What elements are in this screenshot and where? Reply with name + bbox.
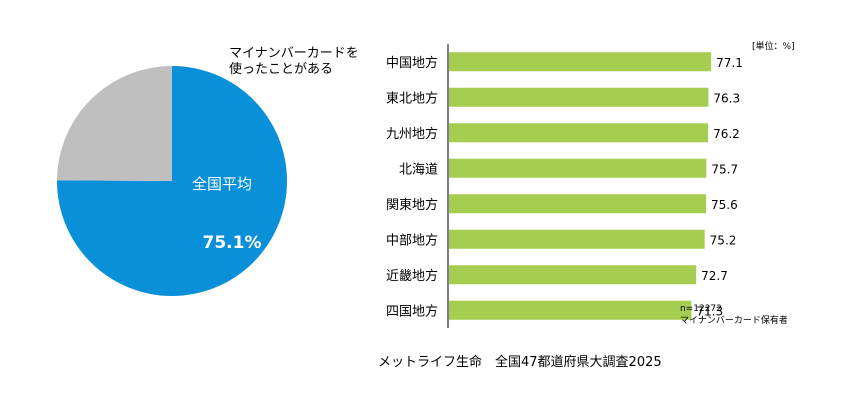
bar-category-label-5: 中部地方 [386, 232, 438, 248]
bar-1 [449, 87, 709, 107]
source-caption: メットライフ生命 全国47都道府県大調査2025 [378, 354, 662, 370]
bar-4 [449, 194, 707, 214]
bar-5 [449, 229, 705, 249]
bar-category-label-7: 四国地方 [386, 303, 438, 319]
bar-category-label-6: 近畿地方 [386, 268, 438, 284]
sample-note-line-0: n=12272 [680, 304, 722, 314]
pie-slice-0 [56, 66, 287, 296]
bar-value-label-2: 76.2 [713, 127, 740, 141]
bar-3 [449, 158, 707, 178]
bar-7 [449, 300, 692, 320]
bar-0 [449, 52, 712, 72]
bar-value-label-3: 75.7 [711, 162, 738, 176]
bar-category-label-3: 北海道 [399, 162, 438, 177]
bar-value-label-6: 72.7 [701, 269, 728, 283]
bar-category-label-4: 関東地方 [386, 197, 438, 213]
bar-category-label-0: 中国地方 [386, 55, 438, 71]
bar-category-label-2: 九州地方 [386, 126, 438, 142]
sample-note-line-1: マイナンバーカード保有者 [680, 314, 788, 326]
pie-slice-1 [57, 66, 172, 181]
bar-6 [449, 265, 697, 285]
bar-chart: 中国地方 77.1 東北地方 76.3 九州地方 76.2 北海道 75.7 関東地方 75.6 中… [386, 40, 795, 328]
bar-value-label-1: 76.3 [713, 91, 740, 105]
bar-value-label-7: 71.3 [696, 304, 723, 318]
bar-value-label-5: 75.2 [710, 233, 737, 247]
pie-annotation-line-0: マイナンバーカードを [229, 46, 359, 61]
bar-value-label-4: 75.6 [711, 198, 738, 212]
bar-2 [449, 123, 709, 143]
pie-center-label: 全国平均 [192, 175, 252, 193]
bar-category-label-1: 東北地方 [386, 90, 438, 106]
unit-label: [単位：%] [752, 40, 795, 52]
pie-value-label: 75.1% [203, 233, 262, 253]
bar-value-label-0: 77.1 [716, 56, 743, 70]
pie-annotation-line-1: 使ったことがある [229, 61, 333, 77]
